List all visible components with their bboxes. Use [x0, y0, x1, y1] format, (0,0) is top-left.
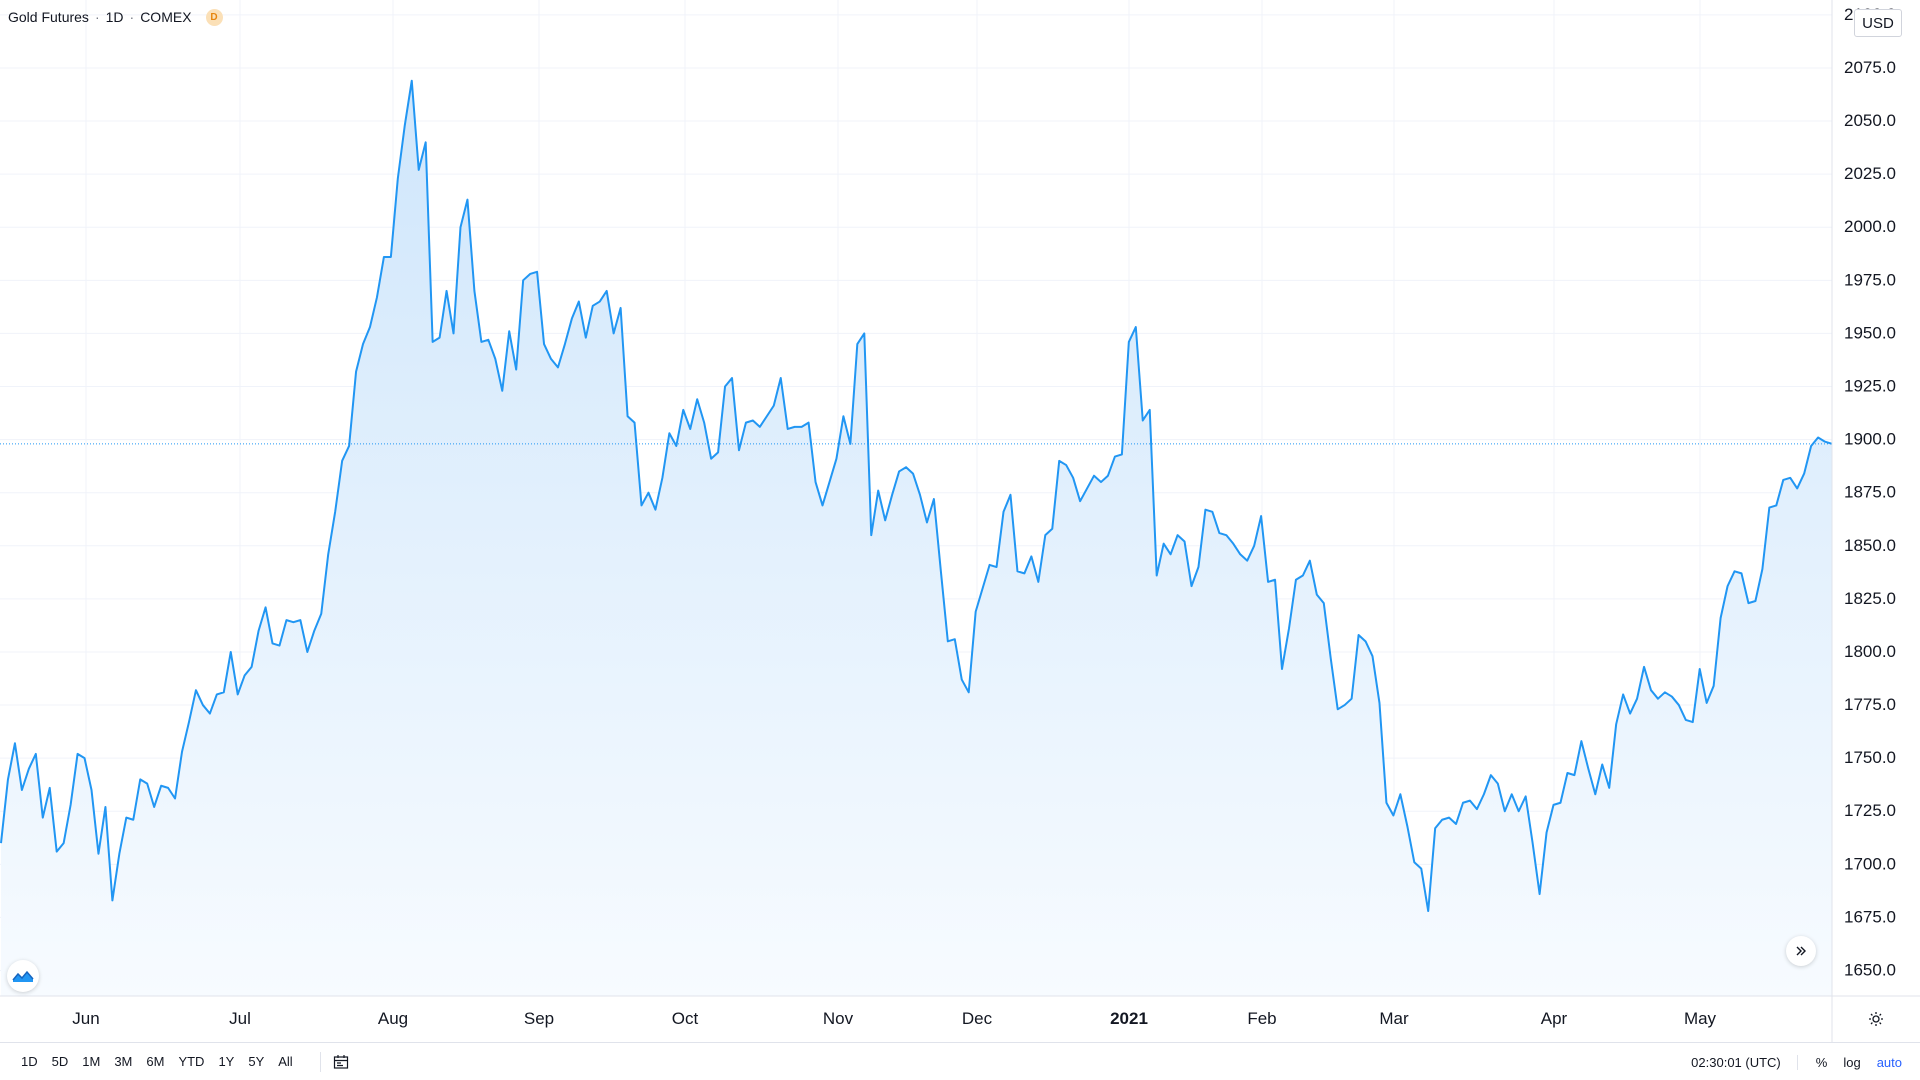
time-axis[interactable]: Jun Jul Aug Sep Oct Nov Dec 2021 Feb Mar Apr May	[72, 1009, 1716, 1028]
x-tick-label: Feb	[1247, 1009, 1276, 1028]
y-tick-label: 1750.0	[1844, 748, 1896, 767]
symbol-info: Gold Futures · 1D · COMEX D	[8, 6, 223, 28]
range-button-1y[interactable]: 1Y	[218, 1054, 235, 1069]
x-tick-label: Apr	[1541, 1009, 1568, 1028]
y-tick-label: 1800.0	[1844, 642, 1896, 661]
y-tick-label: 1650.0	[1844, 961, 1896, 980]
bottom-right-controls: 02:30:01 (UTC) % log auto	[1691, 1043, 1910, 1080]
x-tick-label: Mar	[1379, 1009, 1409, 1028]
exchange-label: COMEX	[140, 9, 192, 25]
wave-icon	[12, 970, 34, 982]
gear-icon	[1869, 1012, 1883, 1026]
y-tick-label: 1850.0	[1844, 536, 1896, 555]
y-tick-label: 1825.0	[1844, 589, 1896, 608]
y-tick-label: 1925.0	[1844, 377, 1896, 396]
y-tick-label: 1875.0	[1844, 483, 1896, 502]
x-tick-label: Jun	[72, 1009, 99, 1028]
tradingview-logo-icon[interactable]	[7, 960, 39, 992]
y-tick-label: 1675.0	[1844, 907, 1896, 926]
y-tick-label: 1775.0	[1844, 695, 1896, 714]
y-tick-label: 2050.0	[1844, 111, 1896, 130]
range-button-1m[interactable]: 1M	[82, 1054, 101, 1069]
y-tick-label: 1700.0	[1844, 854, 1896, 873]
separator-dot: ·	[129, 9, 135, 25]
range-button-3m[interactable]: 3M	[114, 1054, 133, 1069]
x-tick-label: Dec	[962, 1009, 993, 1028]
range-button-all[interactable]: All	[278, 1054, 293, 1069]
y-tick-label: 1950.0	[1844, 323, 1896, 342]
x-tick-label: 2021	[1110, 1009, 1148, 1028]
range-button-1d[interactable]: 1D	[21, 1054, 38, 1069]
x-tick-label: Nov	[823, 1009, 854, 1028]
y-tick-label: 1725.0	[1844, 801, 1896, 820]
calendar-range-icon[interactable]	[319, 1052, 351, 1072]
x-tick-label: Aug	[378, 1009, 408, 1028]
x-tick-label: Jul	[229, 1009, 251, 1028]
range-button-6m[interactable]: 6M	[146, 1054, 165, 1069]
double-chevron-right-icon	[1796, 946, 1806, 956]
price-line	[0, 79, 1833, 913]
price-axis[interactable]: 1650.0 1675.0 1700.0 1725.0 1750.0 1775.0 1800…	[1844, 5, 1896, 980]
x-tick-label: Oct	[672, 1009, 699, 1028]
price-chart[interactable]: 1650.0 1675.0 1700.0 1725.0 1750.0 1775.0 1800…	[0, 0, 1920, 1042]
scroll-to-realtime-button[interactable]	[1786, 936, 1816, 966]
date-range-buttons: 1D 5D 1M 3M 6M YTD 1Y 5Y All	[14, 1043, 351, 1080]
utc-clock[interactable]: 02:30:01 (UTC)	[1691, 1054, 1798, 1070]
x-tick-label: May	[1684, 1009, 1717, 1028]
separator-dot: ·	[94, 9, 100, 25]
y-tick-label: 1900.0	[1844, 430, 1896, 449]
settings-gear-icon[interactable]	[1864, 1007, 1888, 1031]
interval-label[interactable]: 1D	[105, 9, 124, 25]
y-tick-label: 2025.0	[1844, 164, 1896, 183]
range-button-5y[interactable]: 5Y	[248, 1054, 265, 1069]
range-button-5d[interactable]: 5D	[51, 1054, 69, 1069]
log-scale-toggle[interactable]: log	[1843, 1054, 1861, 1070]
auto-scale-toggle[interactable]: auto	[1876, 1054, 1902, 1070]
y-tick-label: 1975.0	[1844, 270, 1896, 289]
calendar-icon	[333, 1055, 348, 1069]
y-tick-label: 2000.0	[1844, 217, 1896, 236]
bottom-toolbar: 1D 5D 1M 3M 6M YTD 1Y 5Y All 02:30:01 (U…	[0, 1042, 1920, 1080]
x-tick-label: Sep	[524, 1009, 554, 1028]
currency-badge[interactable]: USD	[1854, 9, 1902, 37]
delayed-data-icon[interactable]: D	[205, 8, 223, 26]
range-button-ytd[interactable]: YTD	[178, 1054, 205, 1069]
symbol-name[interactable]: Gold Futures	[8, 9, 89, 25]
price-area	[1, 80, 1832, 996]
percent-scale-toggle[interactable]: %	[1815, 1054, 1828, 1070]
y-tick-label: 2075.0	[1844, 58, 1896, 77]
